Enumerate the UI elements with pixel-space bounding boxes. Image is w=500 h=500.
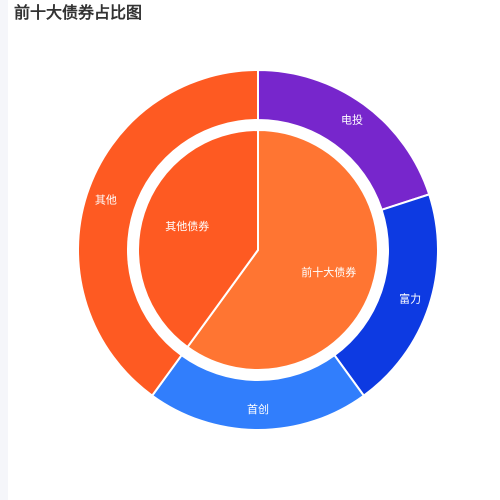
inner-slice-label-1: 其他债券 (165, 219, 209, 233)
inner-pie (137, 128, 379, 371)
inner-slice-label-0: 前十大债券 (301, 265, 356, 279)
inner-slice-0[interactable] (186, 128, 379, 371)
outer-slice-label-1: 富力 (399, 291, 421, 305)
inner-slice-1[interactable] (137, 128, 259, 349)
outer-slice-label-3: 其他 (95, 194, 117, 207)
outer-ring (77, 68, 439, 431)
chart-panel: 前十大债券占比图 电投富力首创 其他前十大债券 其他债券 (8, 0, 500, 500)
outer-slice-label-2: 首创 (247, 402, 269, 416)
chart-title: 前十大债券占比图 (14, 3, 143, 22)
outer-slice-label-0: 电投 (341, 113, 363, 127)
outer-slice-3[interactable] (77, 68, 259, 398)
